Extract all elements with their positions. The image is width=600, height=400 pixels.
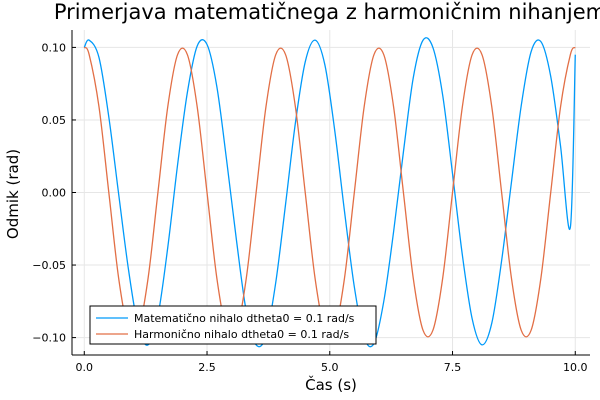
x-tick-label: 5.0 (321, 361, 339, 374)
y-tick-label: 0.00 (42, 187, 67, 200)
y-tick-label: 0.05 (42, 114, 67, 127)
legend-label-2: Harmonično nihalo dtheta0 = 0.1 rad/s (134, 328, 349, 341)
x-tick-label: 2.5 (198, 361, 216, 374)
x-tick-label: 0.0 (76, 361, 94, 374)
y-tick-label: 0.10 (42, 41, 67, 54)
y-tick-label: −0.10 (32, 332, 66, 345)
x-tick-label: 7.5 (444, 361, 462, 374)
axes: 0.0 2.5 5.0 7.5 10.0 −0.10 −0.05 0.00 0.05 0.10 (32, 30, 590, 374)
x-axis-label: Čas (s) (305, 375, 357, 394)
series-line-1 (83, 37, 576, 348)
legend: Matematično nihalo dtheta0 = 0.1 rad/s Ha… (89, 305, 377, 345)
legend-label-1: Matematično nihalo dtheta0 = 0.1 rad/s (134, 312, 355, 325)
x-tick-label: 10.0 (563, 361, 588, 374)
y-tick-label: −0.05 (32, 259, 66, 272)
y-axis-label: Odmik (rad) (4, 149, 22, 239)
legend-box (89, 305, 377, 345)
chart-title: Primerjava matematičnega z harmoničnim n… (54, 0, 600, 24)
